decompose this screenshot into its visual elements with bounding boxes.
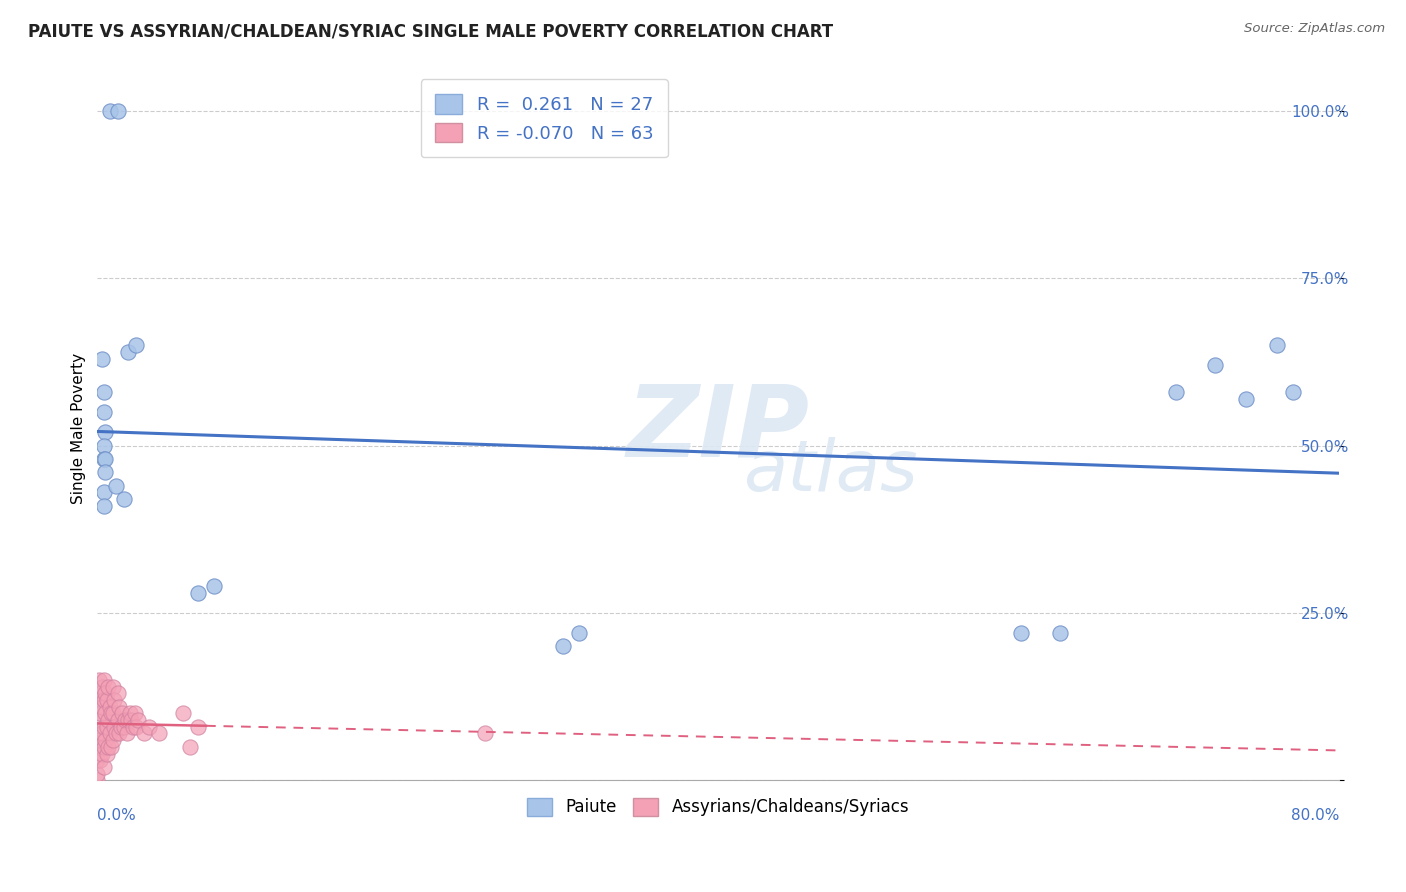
- Point: [94, 706, 117, 721]
- Point: [567, 626, 589, 640]
- Point: [112, 720, 135, 734]
- Point: [101, 733, 124, 747]
- Point: [148, 726, 170, 740]
- Point: [125, 720, 148, 734]
- Point: [94, 425, 117, 440]
- Legend: Paiute, Assyrians/Chaldeans/Syriacs: Paiute, Assyrians/Chaldeans/Syriacs: [519, 789, 918, 825]
- Point: [127, 713, 149, 727]
- Point: [97, 713, 120, 727]
- Point: [125, 338, 148, 352]
- Point: [187, 586, 209, 600]
- Point: [93, 673, 115, 687]
- Point: [87, 673, 110, 687]
- Point: [89, 733, 111, 747]
- Point: [101, 706, 124, 721]
- Point: [172, 706, 194, 721]
- Point: [91, 747, 114, 761]
- Point: [93, 439, 115, 453]
- Point: [111, 706, 134, 721]
- Point: [91, 680, 114, 694]
- Point: [89, 706, 111, 721]
- Point: [87, 739, 110, 754]
- Point: [138, 720, 160, 734]
- Point: [1234, 392, 1257, 406]
- Point: [93, 499, 115, 513]
- Point: [117, 344, 139, 359]
- Point: [1265, 338, 1288, 352]
- Text: PAIUTE VS ASSYRIAN/CHALDEAN/SYRIAC SINGLE MALE POVERTY CORRELATION CHART: PAIUTE VS ASSYRIAN/CHALDEAN/SYRIAC SINGL…: [28, 22, 834, 40]
- Point: [179, 739, 201, 754]
- Point: [112, 492, 135, 507]
- Point: [118, 706, 141, 721]
- Point: [86, 773, 108, 788]
- Text: 0.0%: 0.0%: [97, 808, 136, 823]
- Point: [98, 726, 121, 740]
- Point: [1281, 385, 1303, 400]
- Point: [108, 699, 131, 714]
- Point: [93, 485, 115, 500]
- Point: [96, 720, 118, 734]
- Point: [104, 479, 127, 493]
- Point: [87, 693, 110, 707]
- Point: [551, 640, 574, 654]
- Point: [103, 693, 125, 707]
- Point: [93, 760, 115, 774]
- Point: [1010, 626, 1032, 640]
- Point: [108, 726, 131, 740]
- Point: [122, 720, 145, 734]
- Point: [1049, 626, 1071, 640]
- Point: [115, 726, 138, 740]
- Point: [94, 733, 117, 747]
- Point: [93, 693, 115, 707]
- Point: [98, 103, 121, 118]
- Point: [86, 766, 108, 780]
- Point: [91, 351, 114, 366]
- Point: [94, 686, 117, 700]
- Text: atlas: atlas: [742, 436, 917, 506]
- Point: [124, 706, 146, 721]
- Point: [97, 680, 120, 694]
- Point: [96, 693, 118, 707]
- Point: [103, 720, 125, 734]
- Point: [187, 720, 209, 734]
- Point: [93, 452, 115, 467]
- Point: [94, 466, 117, 480]
- Point: [110, 720, 132, 734]
- Point: [89, 686, 111, 700]
- Point: [101, 680, 124, 694]
- Point: [107, 713, 129, 727]
- Point: [93, 385, 115, 400]
- Point: [86, 753, 108, 767]
- Point: [474, 726, 496, 740]
- Point: [114, 713, 136, 727]
- Point: [93, 739, 115, 754]
- Text: Source: ZipAtlas.com: Source: ZipAtlas.com: [1244, 22, 1385, 36]
- Point: [100, 706, 122, 721]
- Point: [98, 699, 121, 714]
- Point: [117, 713, 139, 727]
- Point: [107, 686, 129, 700]
- Point: [87, 726, 110, 740]
- Text: 80.0%: 80.0%: [1291, 808, 1339, 823]
- Point: [121, 713, 143, 727]
- Point: [91, 699, 114, 714]
- Point: [107, 103, 129, 118]
- Point: [202, 579, 225, 593]
- Point: [96, 747, 118, 761]
- Text: ZIP: ZIP: [627, 380, 810, 477]
- Point: [104, 726, 127, 740]
- Point: [87, 713, 110, 727]
- Point: [89, 753, 111, 767]
- Point: [93, 405, 115, 419]
- Point: [97, 739, 120, 754]
- Point: [94, 452, 117, 467]
- Point: [100, 739, 122, 754]
- Point: [91, 726, 114, 740]
- Point: [132, 726, 155, 740]
- Point: [1204, 359, 1226, 373]
- Point: [93, 720, 115, 734]
- Y-axis label: Single Male Poverty: Single Male Poverty: [72, 353, 86, 505]
- Point: [1164, 385, 1187, 400]
